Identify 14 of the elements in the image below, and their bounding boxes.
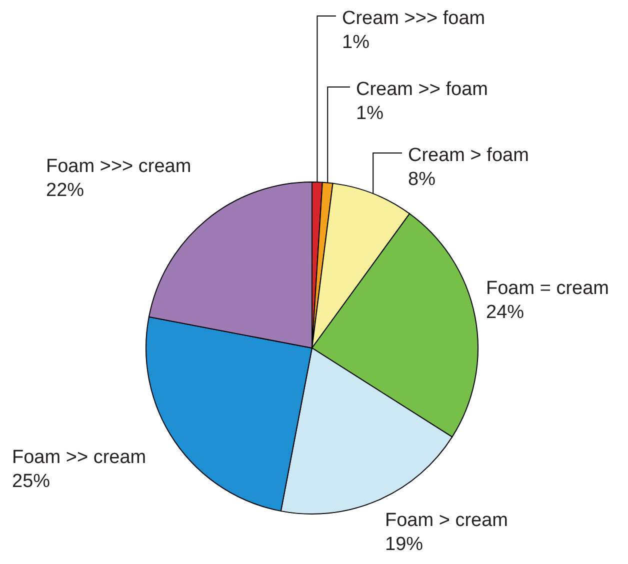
slice-label: Foam = cream <box>486 278 610 299</box>
slice-label: Cream >>> foam <box>342 8 486 29</box>
slice-label: Foam >>> cream <box>46 156 192 177</box>
slice-label: Cream > foam <box>408 145 529 166</box>
data-label: 19% <box>385 534 424 555</box>
data-label: 8% <box>408 169 436 190</box>
slice-label: Foam > cream <box>385 510 508 531</box>
data-label: 1% <box>356 103 384 124</box>
data-label: 24% <box>486 302 524 323</box>
slice-label: Cream >> foam <box>356 79 488 100</box>
data-label: 25% <box>12 471 50 492</box>
data-label: 1% <box>342 32 370 53</box>
data-label: 22% <box>46 180 84 201</box>
slice-label: Foam >> cream <box>12 447 146 468</box>
